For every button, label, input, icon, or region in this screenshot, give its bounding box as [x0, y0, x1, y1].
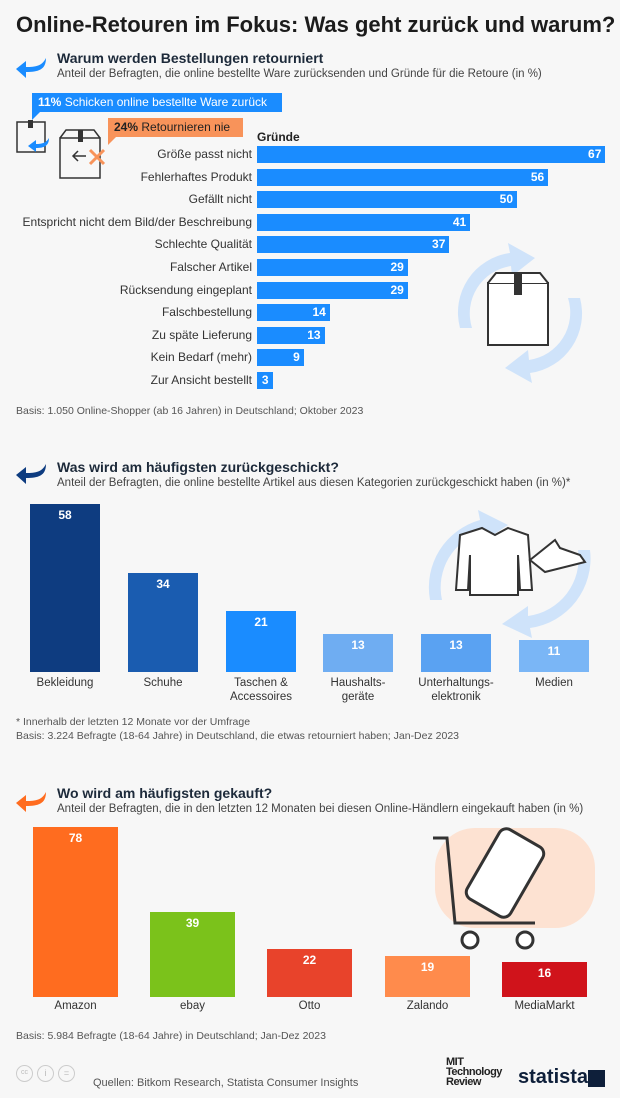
bar: 29: [257, 259, 408, 276]
bar-value: 13: [449, 638, 463, 653]
shopping-cart-phone-icon: [433, 827, 595, 950]
bar: 13: [421, 634, 491, 672]
bar-label: Entspricht nicht dem Bild/der Beschreibu…: [22, 214, 252, 229]
bar: 19: [385, 955, 470, 997]
return-cycle-icon: [457, 243, 583, 383]
bar-value: 29: [390, 282, 404, 297]
sources: Quellen: Bitkom Research, Statista Consu…: [93, 1077, 359, 1089]
bar-label: Kein Bedarf (mehr): [150, 350, 252, 365]
bar-value: 50: [499, 192, 513, 207]
bar: 29: [257, 281, 408, 299]
callout-never-text: Retournieren nie: [141, 120, 231, 134]
bar-value: 29: [390, 260, 404, 274]
bar-label: Rücksendung eingeplant: [119, 282, 252, 297]
section2-title: Was wird am häufigsten zurückgeschickt?: [57, 459, 339, 475]
bar: 34: [128, 573, 198, 672]
bar-value: 9: [293, 350, 300, 365]
callout-never: 24% Retournieren nie: [108, 118, 243, 137]
section2-footnote: * Innerhalb der letzten 12 Monate vor de…: [16, 716, 251, 728]
bar: 22: [267, 949, 352, 997]
bar: 21: [226, 611, 296, 672]
bar: 67: [257, 146, 606, 163]
callout-return: 11% Schicken online bestellte Ware zurüc…: [32, 93, 282, 112]
section3-title: Wo wird am häufigsten gekauft?: [57, 785, 273, 801]
bar-label: Falscher Artikel: [169, 260, 252, 274]
section2-subtitle: Anteil der Befragten, die online bestell…: [57, 477, 571, 489]
bar-label: Gefällt nicht: [188, 192, 252, 207]
bar-value: 37: [432, 237, 446, 252]
bar-value: 11: [547, 644, 561, 659]
category-label: ebay: [180, 1000, 205, 1012]
chart1-title: Gründe: [257, 130, 300, 144]
bar-label: Falschbestellung: [161, 305, 252, 320]
cc-icon: cc: [16, 1065, 33, 1082]
callout-return-text: Schicken online bestellte Ware zurück: [64, 95, 268, 109]
category-label: Haushalts-geräte: [330, 677, 386, 703]
bar-value: 34: [156, 577, 170, 592]
bar-value: 78: [68, 830, 83, 845]
return-arrow-icon: [16, 792, 46, 812]
bar-label: Zu späte Lieferung: [151, 327, 252, 342]
bar-value: 22: [302, 953, 317, 968]
bar: 9: [257, 349, 304, 367]
bar-value: 13: [307, 327, 321, 342]
bar: 11: [519, 640, 589, 672]
bar-value: 39: [185, 915, 200, 930]
category-label: Otto: [298, 1000, 321, 1012]
section3-note: Basis: 5.984 Befragte (18-64 Jahre) in D…: [16, 1030, 326, 1042]
by-icon: i: [37, 1065, 54, 1082]
bar-value: 56: [530, 169, 545, 184]
mit-logo: MIT Technology Review: [446, 1056, 502, 1088]
category-label: Amazon: [54, 1000, 97, 1012]
bar-label: Schlechte Qualität: [154, 237, 252, 252]
bar-value: 3: [261, 373, 269, 387]
bar: 56: [257, 168, 549, 186]
bar-value: 21: [254, 615, 268, 630]
callout-never-value: 24%: [114, 120, 139, 134]
bar-label: Größe passt nicht: [157, 147, 252, 161]
page-title: Online-Retouren im Fokus: Was geht zurüc…: [16, 12, 616, 37]
section1-title: Warum werden Bestellungen retourniert: [57, 50, 324, 66]
bar-value: 58: [58, 507, 72, 522]
callout-return-value: 11%: [38, 95, 62, 109]
bar-value: 67: [588, 147, 602, 161]
nd-icon: =: [58, 1065, 75, 1082]
section2-note: Basis: 3.224 Befragte (18-64 Jahre) in D…: [16, 730, 460, 742]
category-label: MediaMarkt: [514, 1000, 575, 1012]
bar-value: 14: [312, 305, 326, 320]
section3-subtitle: Anteil der Befragten, die in den letzten…: [57, 803, 584, 815]
category-label: Zalando: [406, 1000, 449, 1012]
category-label: Schuhe: [143, 677, 183, 689]
category-label: Taschen & Accessoires: [230, 677, 292, 703]
bar-label: Zur Ansicht bestellt: [150, 373, 252, 387]
section1-note: Basis: 1.050 Online-Shopper (ab 16 Jahre…: [16, 405, 364, 417]
bar: 58: [30, 503, 100, 672]
bar: 16: [502, 962, 587, 997]
clothing-shoe-icon: [428, 510, 591, 638]
license-icons: cc i =: [16, 1065, 75, 1082]
category-label: Bekleidung: [36, 677, 94, 689]
bar: 13: [257, 326, 325, 344]
bar: 50: [257, 191, 517, 209]
section1-subtitle: Anteil der Befragten, die online bestell…: [57, 68, 542, 80]
bar-label: Fehlerhaftes Produkt: [140, 169, 252, 184]
category-label: Unterhaltungs-elektronik: [418, 677, 494, 703]
box-return-icon: [16, 120, 106, 179]
bar: 37: [257, 236, 450, 254]
statista-logo: statista: [518, 1066, 589, 1088]
bar-value: 13: [351, 638, 365, 653]
statista-logo-icon: [588, 1070, 605, 1087]
return-arrow-icon: [16, 464, 46, 484]
category-label: Medien: [535, 677, 573, 689]
bar: 3: [257, 372, 273, 389]
bar-value: 41: [452, 214, 467, 229]
bar: 14: [257, 304, 330, 322]
bar: 78: [33, 826, 118, 997]
bar: 13: [323, 634, 393, 672]
bar: 39: [150, 911, 235, 997]
bar: 41: [257, 213, 471, 231]
return-arrow-icon: [16, 58, 46, 78]
bar-value: 19: [420, 959, 435, 974]
bar-value: 16: [537, 966, 552, 981]
